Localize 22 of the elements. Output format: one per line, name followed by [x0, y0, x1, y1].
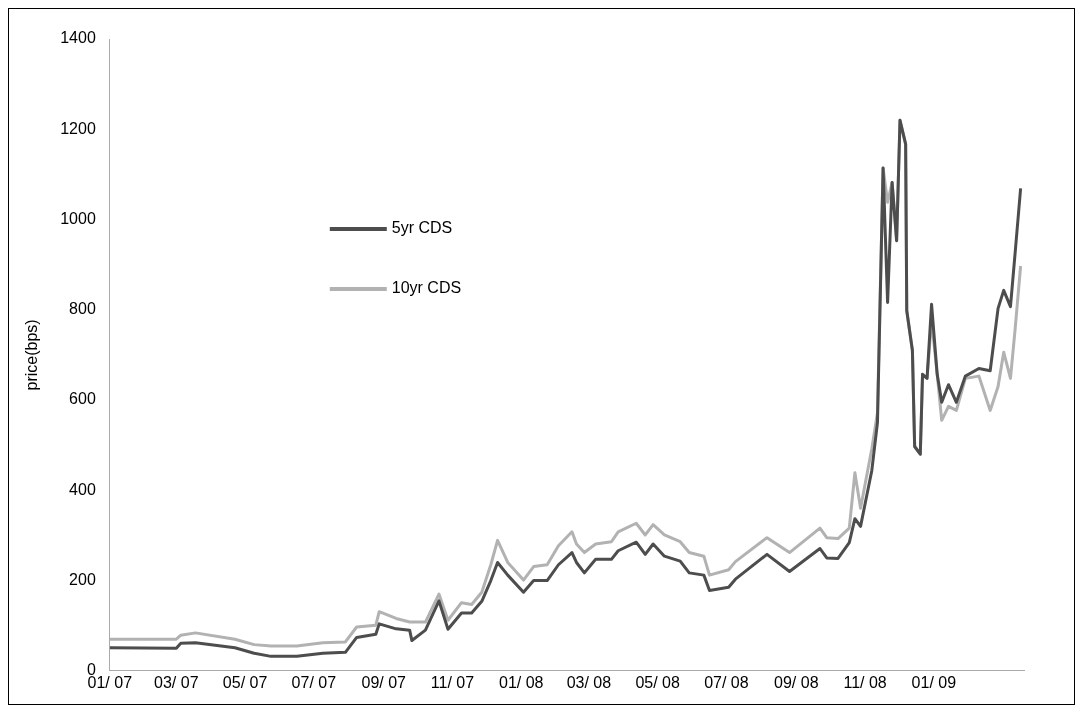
x-tick-label: 03/ 07	[154, 673, 199, 691]
y-tick-label: 1200	[60, 119, 96, 137]
y-axis-title: price(bps)	[23, 319, 41, 391]
x-tick-label: 07/ 08	[704, 673, 749, 691]
x-tick-label: 09/ 07	[361, 673, 407, 691]
x-tick-label: 03/ 08	[566, 673, 612, 691]
y-tick-label: 600	[69, 390, 96, 408]
x-tick-label: 09/ 08	[774, 673, 819, 691]
x-tick-label: 05/ 07	[222, 673, 268, 691]
x-tick-label: 01/ 09	[911, 673, 957, 691]
y-tick-label: 1400	[60, 29, 96, 47]
legend-label: 5yr CDS	[391, 219, 453, 237]
x-tick-label: 11/ 07	[430, 673, 475, 691]
y-tick-label: 400	[69, 480, 96, 498]
x-tick-label: 01/ 08	[499, 673, 544, 691]
y-tick-label: 800	[69, 300, 96, 318]
x-tick-label: 11/ 08	[843, 673, 887, 691]
y-tick-label: 200	[69, 570, 96, 588]
legend-label: 10yr CDS	[391, 279, 462, 297]
y-tick-label: 1000	[60, 209, 96, 227]
x-tick-label: 05/ 08	[635, 673, 680, 691]
x-tick-label: 07/ 07	[291, 673, 337, 691]
